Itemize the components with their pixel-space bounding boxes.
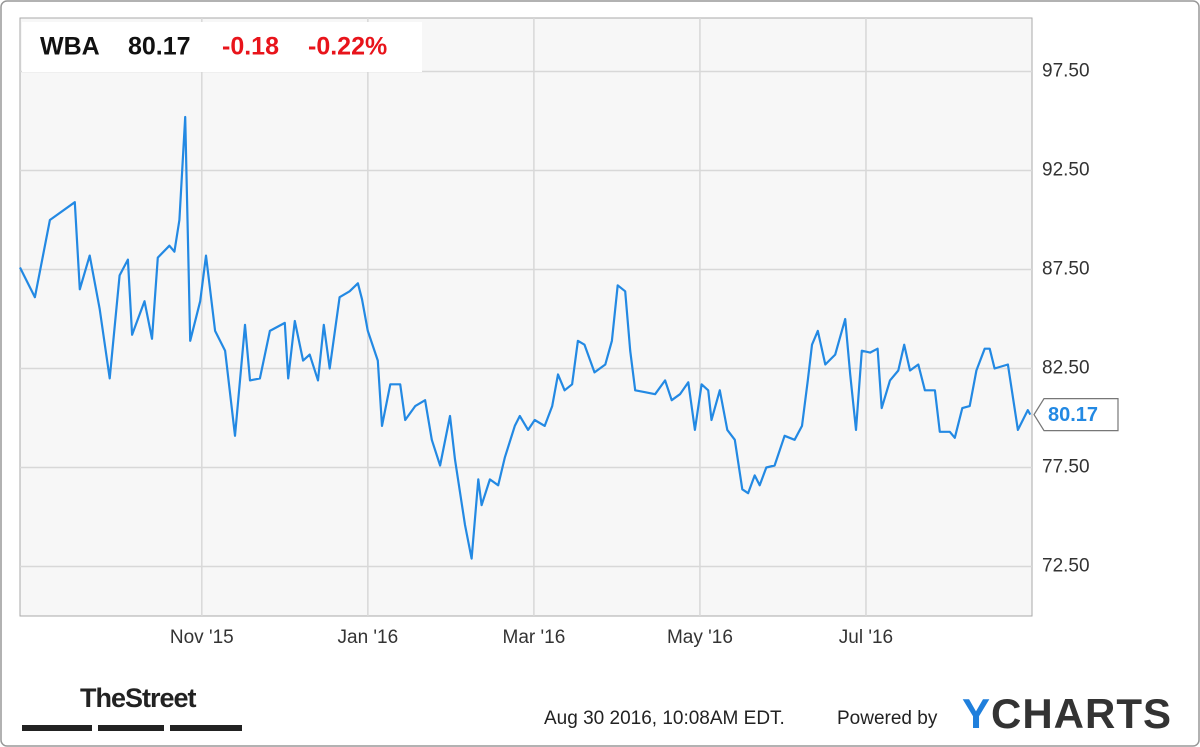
header-box xyxy=(22,22,422,72)
logo-bar xyxy=(170,725,242,731)
source-logo: TheStreet xyxy=(80,683,197,713)
y-tick-label: 82.50 xyxy=(1042,357,1090,378)
price-line xyxy=(19,115,1032,560)
y-tick-label: 72.50 xyxy=(1042,556,1090,577)
timestamp: Aug 30 2016, 10:08AM EDT. xyxy=(544,708,785,729)
y-tick-label: 92.50 xyxy=(1042,159,1090,180)
ticker: WBA xyxy=(40,33,100,61)
y-tick-label: 87.50 xyxy=(1042,258,1090,279)
marks xyxy=(19,115,1032,560)
logo-bar xyxy=(98,725,164,731)
plot-area xyxy=(19,17,1033,617)
change-pct: -0.22% xyxy=(308,33,387,61)
x-tick-label: May '16 xyxy=(667,627,733,648)
change: -0.18 xyxy=(222,33,279,61)
y-tick-label: 97.50 xyxy=(1042,60,1090,81)
x-tick-label: Nov '15 xyxy=(170,627,234,648)
brand-logo: YCHARTS xyxy=(962,690,1173,737)
x-tick-label: Jan '16 xyxy=(338,627,399,648)
powered-by: Powered by xyxy=(837,708,938,729)
grid xyxy=(20,18,1032,616)
last-value-flag xyxy=(1033,398,1119,432)
x-tick-label: Jul '16 xyxy=(839,627,893,648)
x-tick-label: Mar '16 xyxy=(503,627,566,648)
last-value-label: 80.17 xyxy=(1048,404,1098,426)
logo-bar xyxy=(22,725,92,731)
y-tick-label: 77.50 xyxy=(1042,457,1090,478)
price: 80.17 xyxy=(128,33,191,61)
